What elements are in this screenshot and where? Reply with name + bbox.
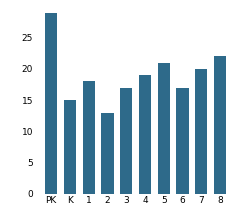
Bar: [83, 81, 95, 194]
Bar: [176, 88, 189, 194]
Bar: [158, 63, 170, 194]
Bar: [64, 100, 76, 194]
Bar: [139, 75, 151, 194]
Bar: [101, 113, 114, 194]
Bar: [214, 57, 226, 194]
Bar: [120, 88, 132, 194]
Bar: [45, 13, 57, 194]
Bar: [195, 69, 207, 194]
